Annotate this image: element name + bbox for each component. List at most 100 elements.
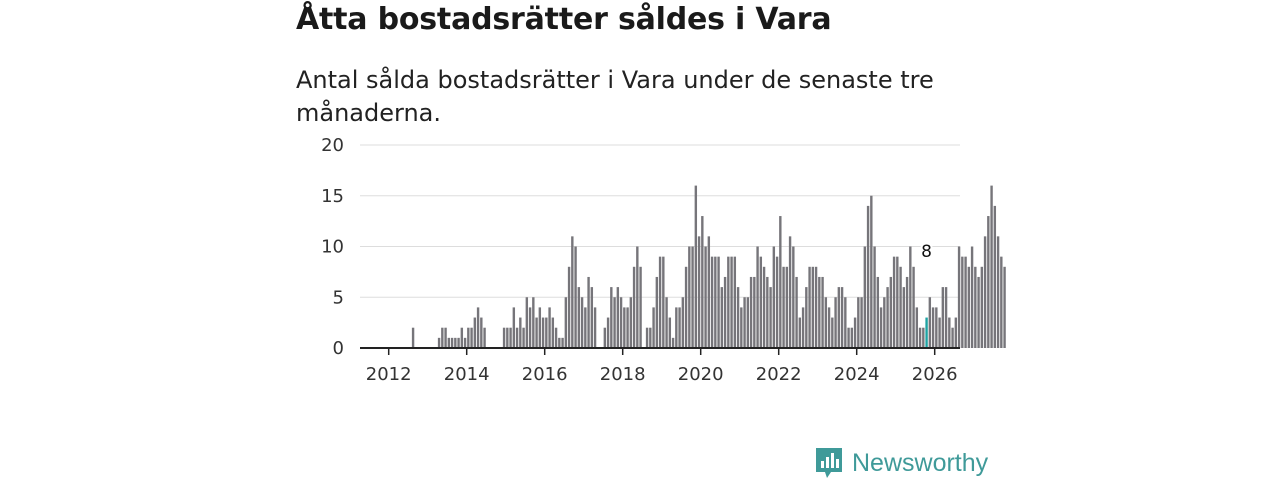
bar	[662, 256, 665, 348]
bar	[629, 297, 633, 348]
newsworthy-logo: Newsworthy	[814, 446, 988, 480]
bar	[769, 287, 772, 348]
bar	[922, 327, 925, 348]
bar	[710, 256, 714, 348]
bar	[632, 266, 636, 348]
bar	[792, 246, 795, 348]
bar	[538, 307, 542, 348]
bar	[636, 246, 639, 348]
bar	[613, 297, 616, 348]
bar	[749, 276, 753, 348]
bar	[483, 327, 486, 348]
x-tick-label: 2012	[366, 364, 412, 385]
bar	[811, 266, 815, 348]
x-tick-label: 2018	[600, 364, 646, 385]
bar	[915, 307, 919, 348]
bar	[860, 297, 863, 348]
bar	[463, 337, 467, 348]
bar	[437, 337, 441, 348]
bar	[935, 307, 938, 348]
bar	[571, 236, 574, 348]
newsworthy-logo-icon	[816, 448, 842, 478]
bar	[948, 317, 951, 348]
bar	[993, 205, 997, 348]
bar	[645, 327, 649, 348]
bar	[616, 287, 620, 348]
bar	[506, 327, 509, 348]
bar	[844, 297, 847, 348]
bar	[870, 195, 873, 348]
bar	[733, 256, 737, 348]
bar	[798, 317, 802, 348]
bar	[840, 287, 844, 348]
bar	[818, 276, 821, 348]
bar	[626, 307, 629, 348]
bar	[805, 287, 808, 348]
bar	[681, 297, 685, 348]
bar	[853, 317, 857, 348]
bar	[788, 236, 792, 348]
bar	[902, 287, 906, 348]
bar	[756, 246, 759, 348]
bar	[548, 307, 551, 348]
bar	[701, 216, 704, 348]
bar	[541, 317, 545, 348]
bar	[740, 307, 743, 348]
bar	[528, 307, 532, 348]
y-tick-label: 20	[321, 135, 344, 156]
bar	[876, 276, 880, 348]
bar	[957, 246, 961, 348]
bar	[603, 327, 607, 348]
bar	[886, 287, 889, 348]
bar	[863, 246, 867, 348]
bar	[866, 205, 870, 348]
bar	[473, 317, 477, 348]
bar	[564, 297, 568, 348]
bar	[824, 297, 828, 348]
bar	[775, 256, 779, 348]
bar	[694, 185, 698, 348]
highlight-value-label: 8	[921, 242, 932, 262]
bar	[892, 256, 896, 348]
bar	[974, 266, 977, 348]
bar	[509, 327, 512, 348]
bar	[743, 297, 746, 348]
bar	[619, 297, 623, 348]
bar	[857, 297, 860, 348]
y-tick-label: 15	[321, 186, 344, 207]
bar	[551, 317, 555, 348]
y-tick-label: 0	[333, 338, 344, 359]
bar	[610, 287, 613, 348]
bar	[766, 276, 769, 348]
bar	[909, 246, 912, 348]
bar	[535, 317, 538, 348]
bar	[561, 337, 564, 348]
bar	[730, 256, 733, 348]
bar	[587, 276, 590, 348]
x-tick-label: 2022	[756, 364, 802, 385]
bar	[808, 266, 811, 348]
bar	[762, 266, 766, 348]
bar	[970, 246, 974, 348]
bar	[467, 327, 470, 348]
bar	[954, 317, 958, 348]
x-tick-label: 2020	[678, 364, 724, 385]
bar	[879, 307, 883, 348]
bar	[457, 337, 460, 348]
bar	[727, 256, 730, 348]
bar	[827, 307, 831, 348]
bar-chart: 0 5 10 15 20 2012 2014 2016 2018 2020 2022 2024 2026…	[321, 135, 1006, 385]
bar	[821, 276, 824, 348]
bar	[782, 266, 785, 348]
bar	[996, 236, 1000, 348]
bar	[714, 256, 717, 348]
bar	[717, 256, 720, 348]
bar	[980, 266, 984, 348]
bar	[688, 246, 691, 348]
bar	[964, 256, 967, 348]
bar	[912, 266, 915, 348]
bar	[941, 287, 945, 348]
bar	[450, 337, 454, 348]
bar	[665, 297, 668, 348]
bar	[678, 307, 681, 348]
